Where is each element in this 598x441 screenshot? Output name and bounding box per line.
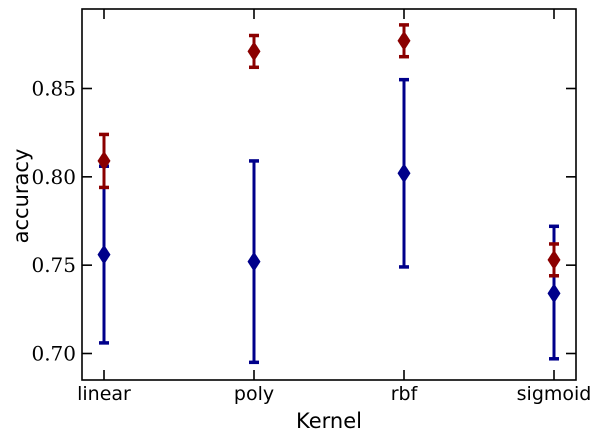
data-point-poly	[247, 41, 261, 62]
series-layer	[97, 23, 561, 365]
x-tick-label-poly: poly	[234, 383, 274, 405]
x-tick-label-linear: linear	[77, 383, 131, 405]
y-axis-label: accuracy	[9, 149, 33, 244]
data-point-rbf	[397, 30, 411, 51]
data-point-linear	[97, 244, 111, 265]
y-tick-label: 0.85	[31, 77, 76, 101]
series-1	[97, 77, 561, 365]
y-tick-label: 0.75	[31, 253, 76, 277]
data-point-sigmoid	[547, 283, 561, 304]
y-tick-label: 0.70	[31, 342, 76, 366]
series-0	[97, 23, 561, 278]
data-point-sigmoid	[547, 249, 561, 270]
x-axis-label: Kernel	[296, 409, 362, 433]
axis-ticks	[82, 9, 576, 380]
plot-frame	[81, 8, 577, 381]
data-point-poly	[247, 251, 261, 272]
y-tick-label: 0.80	[31, 165, 76, 189]
data-point-rbf	[397, 163, 411, 184]
y-tick-labels: 0.70 0.75 0.80 0.85	[31, 77, 76, 366]
data-point-linear	[97, 150, 111, 171]
x-tick-label-sigmoid: sigmoid	[517, 383, 592, 405]
x-tick-labels: linear poly rbf sigmoid	[77, 383, 591, 405]
x-tick-label-rbf: rbf	[391, 383, 419, 405]
